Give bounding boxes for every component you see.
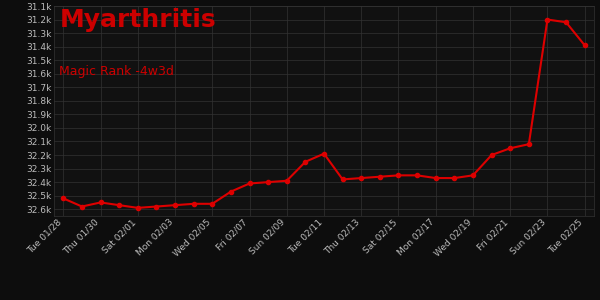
Text: Magic Rank -4w3d: Magic Rank -4w3d bbox=[59, 65, 174, 78]
Text: Myarthritis: Myarthritis bbox=[59, 8, 216, 32]
